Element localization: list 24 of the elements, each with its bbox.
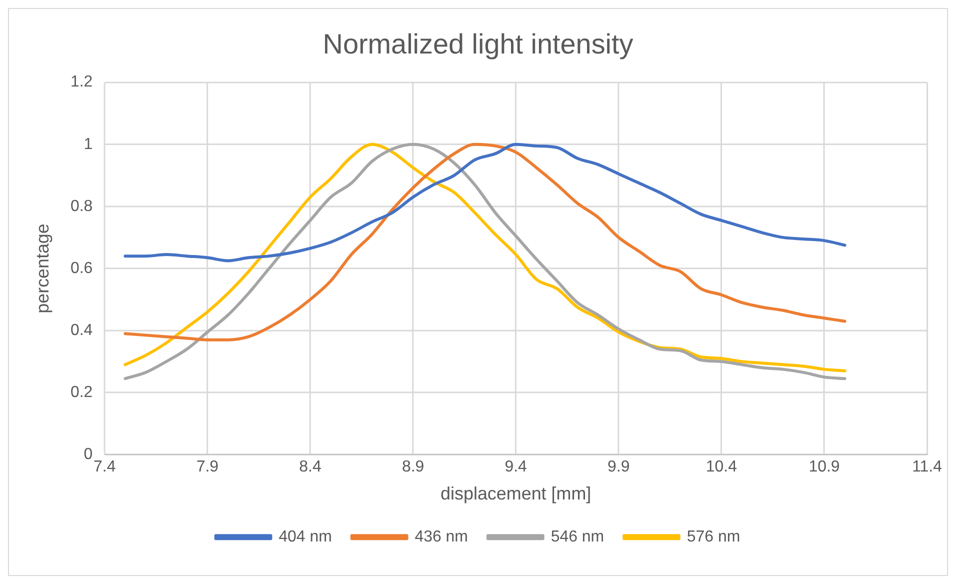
- line-series: [124, 142, 846, 262]
- y-tick-label: 0.8: [70, 198, 93, 215]
- y-tick-label: 0: [84, 446, 93, 464]
- legend-label: 404 nm: [278, 528, 332, 546]
- legend-label: 546 nm: [550, 528, 604, 546]
- x-axis-title: displacement [mm]: [440, 483, 592, 504]
- x-tick-label: 9.9: [608, 458, 630, 476]
- y-tick-label: 1.2: [70, 74, 93, 91]
- x-tick-label: 8.4: [299, 458, 322, 476]
- y-tick-label: 0.4: [70, 322, 93, 339]
- legend-label: 576 nm: [686, 528, 740, 546]
- y-axis-title: percentage: [32, 224, 53, 314]
- x-tick-label: 7.4: [94, 458, 116, 476]
- x-tick-label: 7.9: [196, 458, 219, 476]
- x-tick-label: 8.9: [402, 458, 424, 476]
- x-tick-label: 11.4: [912, 458, 942, 476]
- legend-label: 436 nm: [414, 528, 468, 546]
- x-tick-label: 9.4: [504, 458, 528, 476]
- x-tick-label: 10.9: [808, 458, 840, 476]
- y-tick-label: 0.2: [70, 384, 93, 401]
- y-tick-label: 0.6: [70, 260, 93, 277]
- x-tick-label: 10.4: [706, 458, 738, 476]
- y-tick-label: 1: [84, 136, 93, 153]
- chart-title: Normalized light intensity: [322, 28, 634, 60]
